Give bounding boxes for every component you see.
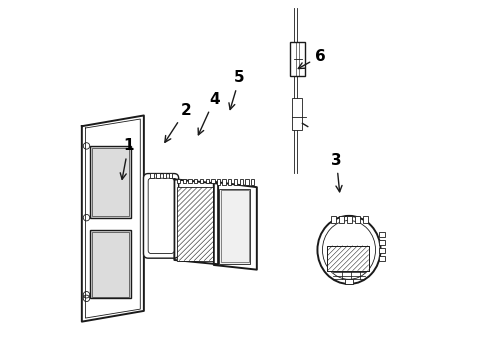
- Bar: [245, 179, 248, 185]
- Bar: [221, 190, 248, 262]
- Text: 1: 1: [120, 139, 134, 179]
- Bar: [183, 179, 186, 183]
- Text: 2: 2: [165, 103, 191, 142]
- Ellipse shape: [318, 216, 381, 284]
- Bar: [92, 148, 129, 216]
- Bar: [90, 230, 131, 298]
- Bar: [92, 232, 129, 297]
- Bar: [379, 240, 385, 245]
- Bar: [355, 216, 360, 223]
- Bar: [379, 232, 385, 237]
- Bar: [177, 179, 180, 183]
- Bar: [339, 216, 344, 223]
- Polygon shape: [174, 179, 218, 264]
- Bar: [177, 187, 213, 261]
- Bar: [150, 173, 153, 178]
- Bar: [379, 256, 385, 261]
- Bar: [228, 179, 231, 185]
- Bar: [219, 189, 250, 264]
- Bar: [200, 179, 203, 183]
- Bar: [194, 179, 197, 183]
- Bar: [163, 173, 166, 178]
- Bar: [379, 248, 385, 253]
- Text: 3: 3: [331, 153, 342, 192]
- Text: 6: 6: [298, 49, 326, 68]
- FancyBboxPatch shape: [148, 178, 174, 253]
- Bar: [331, 216, 336, 223]
- Text: 4: 4: [198, 92, 220, 135]
- Bar: [188, 179, 192, 183]
- Bar: [292, 98, 302, 130]
- Text: 5: 5: [229, 70, 245, 109]
- Bar: [217, 179, 220, 185]
- Bar: [205, 179, 209, 183]
- Bar: [290, 42, 305, 76]
- Bar: [169, 173, 172, 178]
- FancyBboxPatch shape: [144, 174, 179, 258]
- Bar: [327, 246, 368, 271]
- Bar: [234, 179, 237, 185]
- Bar: [327, 246, 368, 271]
- Bar: [345, 279, 353, 284]
- Polygon shape: [214, 182, 257, 270]
- Bar: [222, 179, 225, 185]
- Bar: [156, 173, 160, 178]
- Bar: [177, 187, 213, 261]
- Bar: [251, 179, 254, 185]
- Bar: [363, 216, 368, 223]
- Polygon shape: [82, 116, 144, 321]
- Bar: [240, 179, 243, 185]
- Ellipse shape: [322, 221, 375, 279]
- Bar: [90, 146, 131, 218]
- Bar: [211, 179, 215, 183]
- Bar: [347, 216, 352, 223]
